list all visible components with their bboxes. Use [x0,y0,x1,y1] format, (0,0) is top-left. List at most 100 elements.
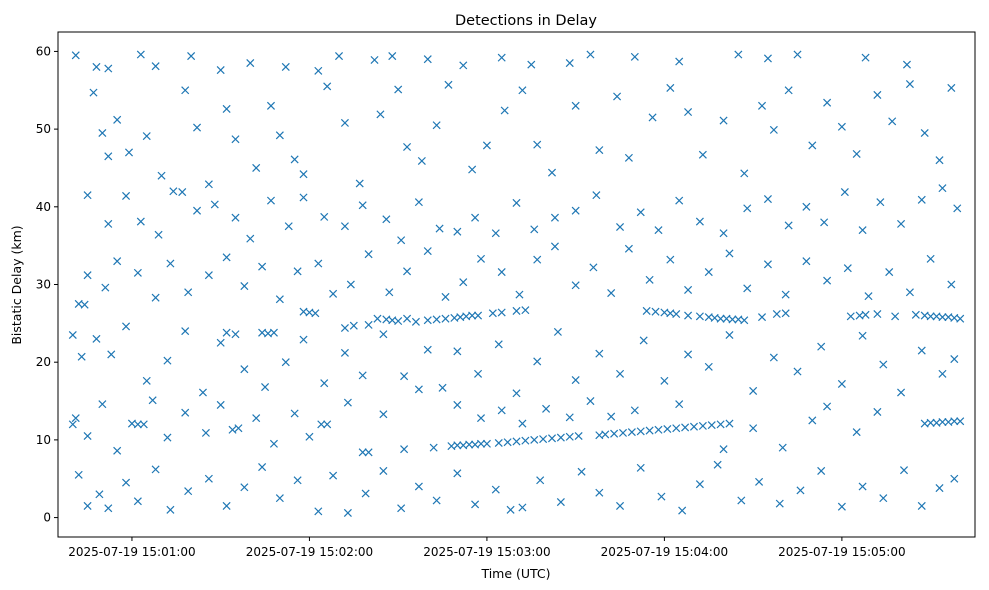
data-point [122,322,131,331]
data-point [157,171,166,180]
data-point [938,369,947,378]
data-point [364,250,373,259]
data-point [252,163,261,172]
data-point [518,419,527,428]
data-point [71,414,80,423]
data-point [740,169,749,178]
data-point [124,148,134,157]
data-point [403,267,412,276]
y-axis: 0 10 20 30 40 50 60 [36,44,58,525]
data-point [755,477,764,486]
data-point [769,353,778,362]
data-point [323,82,332,91]
data-point [530,225,539,234]
data-point [334,52,344,61]
data-point [136,217,145,226]
data-point [636,427,645,436]
data-point [808,416,817,425]
data-point [184,487,193,496]
data-point [616,501,625,510]
data-point [571,281,580,290]
data-point [465,440,474,449]
data-point [713,460,722,469]
data-point [704,268,713,277]
data-point [675,400,684,409]
data-point [181,327,190,336]
data-point [453,441,462,450]
data-point [444,80,453,89]
data-point [222,253,231,262]
y-axis-label: Bistatic Delay (km) [9,225,24,344]
data-point [77,352,86,361]
data-point [394,316,403,326]
data-point [453,227,462,236]
data-point [858,331,867,340]
data-point [246,234,255,243]
data-point [414,482,423,491]
data-point [122,191,131,200]
data-point [423,55,432,64]
data-point [281,62,290,71]
y-tick-label: 0 [43,511,51,525]
data-point [314,507,323,516]
data-point [512,306,521,315]
data-point [846,312,855,321]
data-point [917,195,926,204]
data-point [595,146,604,155]
data-point [707,421,716,430]
data-point [769,125,778,134]
data-point [689,422,699,431]
data-point [441,314,450,323]
data-point [299,170,308,179]
data-point [403,314,412,323]
data-point [222,328,231,337]
data-point [193,206,202,215]
data-point [695,480,704,489]
data-point [83,271,92,280]
data-point [595,349,604,358]
data-point [122,478,131,487]
data-point [340,323,349,333]
data-point [503,438,512,447]
data-point [290,155,299,164]
data-point [763,54,772,63]
data-points [68,50,965,517]
data-point [104,64,113,73]
data-point [654,226,663,235]
data-point [920,128,929,138]
data-point [586,397,595,406]
data-point [823,402,832,411]
data-point [355,179,364,188]
data-point [74,470,83,479]
data-point [429,443,438,452]
data-point [684,285,693,294]
data-point [231,330,240,339]
data-point [725,249,734,258]
data-point [607,412,616,421]
data-point [311,309,320,318]
data-point [166,259,175,268]
data-point [645,275,654,284]
data-point [104,219,113,228]
data-point [258,262,267,271]
y-tick-label: 20 [36,355,51,369]
data-point [231,213,240,222]
data-point [775,499,784,508]
data-point [216,400,225,409]
data-point [281,358,290,367]
data-point [497,308,506,317]
data-point [476,439,486,448]
data-point [530,435,539,444]
data-point [414,198,423,207]
data-point [630,52,639,61]
data-point [947,280,956,289]
data-point [740,316,749,325]
data-point [571,376,580,385]
data-point [432,121,441,130]
data-point [80,300,89,309]
data-point [323,420,332,429]
data-point [293,476,302,485]
data-point [240,365,249,374]
data-point [571,101,580,110]
data-point [95,490,104,499]
